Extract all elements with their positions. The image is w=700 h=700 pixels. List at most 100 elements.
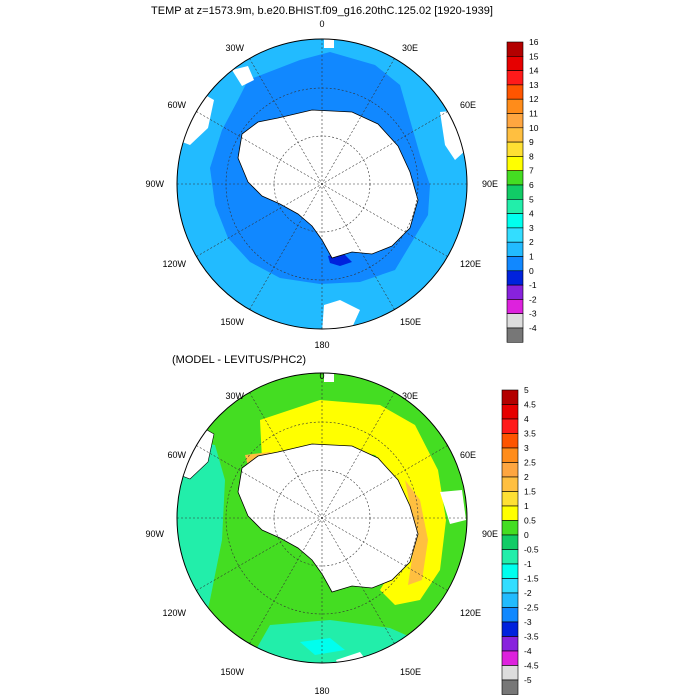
panel2-colorbar-label-5: 2.5 [524, 458, 536, 468]
p2-lon-120E: 120E [460, 608, 481, 618]
panel-2-antarctica [237, 443, 419, 593]
panel-2-map [177, 373, 467, 663]
panel2-colorbar-box-14 [501, 592, 519, 608]
panel2-colorbar-box-11 [501, 549, 519, 565]
p1-lon-150E: 150E [400, 317, 421, 327]
panel-1-no-data-upper-left [232, 66, 254, 86]
panel1-colorbar-box-1 [506, 55, 524, 71]
panel1-colorbar-label-3: 13 [529, 80, 539, 90]
panel1-colorbar-label-10: 6 [529, 180, 534, 190]
panel1-colorbar-label-11: 5 [529, 194, 534, 204]
panel2-colorbar-box-7 [501, 491, 519, 507]
panel1-colorbar-box-14 [506, 241, 524, 257]
panel2-colorbar-box-2 [501, 418, 519, 434]
panel1-colorbar-box-7 [506, 141, 524, 157]
panel1-colorbar-box-15 [506, 256, 524, 272]
panel2-colorbar-box-12 [501, 563, 519, 579]
p2-lon-150W: 150W [220, 667, 244, 677]
panel2-colorbar-box-15 [501, 607, 519, 623]
p1-lon-60E: 60E [460, 100, 476, 110]
panel1-colorbar-box-13 [506, 227, 524, 243]
panel2-colorbar-label-7: 1.5 [524, 487, 536, 497]
panel-2-map-border [176, 372, 468, 664]
panel-2-graticule [177, 373, 467, 663]
panel1-colorbar-label-4: 12 [529, 94, 539, 104]
panel2-colorbar-label-3: 3.5 [524, 429, 536, 439]
panel2-colorbar-label-8: 1 [524, 501, 529, 511]
panel2-colorbar-box-1 [501, 404, 519, 420]
p1-lon-60W: 60W [167, 100, 186, 110]
panel2-colorbar-label-14: -2 [524, 588, 532, 598]
p1-lon-120E: 120E [460, 259, 481, 269]
p2-lon-90W: 90W [145, 529, 164, 539]
p1-lon-150W: 150W [220, 317, 244, 327]
panel2-colorbar-box-17 [501, 636, 519, 652]
panel1-colorbar-box-9 [506, 170, 524, 186]
panel2-colorbar-label-0: 5 [524, 385, 529, 395]
p1-lon-180: 180 [314, 340, 329, 350]
panel1-colorbar-label-12: 4 [529, 209, 534, 219]
panel-1-no-data-bottom [322, 300, 360, 329]
panel-2-no-data-top [324, 373, 334, 382]
panel-1-map [177, 39, 467, 329]
p2-lon-30W: 30W [225, 391, 244, 401]
panel2-colorbar-box-5 [501, 462, 519, 478]
panel1-colorbar-box-6 [506, 127, 524, 143]
panel-2-cooler-patch [300, 638, 345, 655]
p2-lon-60W: 60W [167, 450, 186, 460]
p1-lon-120W: 120W [162, 259, 186, 269]
panel-2-title: (MODEL - LEVITUS/PHC2) [172, 354, 306, 366]
panel1-colorbar-label-2: 14 [529, 66, 539, 76]
panel-1-title: TEMP at z=1573.9m, b.e20.BHIST.f09_g16.2… [151, 5, 493, 17]
panel2-colorbar-box-13 [501, 578, 519, 594]
panel2-colorbar-box-18 [501, 650, 519, 666]
panel2-colorbar-label-2: 4 [524, 414, 529, 424]
panel2-colorbar-label-18: -4 [524, 646, 532, 656]
panel-2: (MODEL - LEVITUS/PHC2) [145, 354, 538, 696]
panel-1: TEMP at z=1573.9m, b.e20.BHIST.f09_g16.2… [145, 5, 538, 350]
p2-lon-60E: 60E [460, 450, 476, 460]
panel2-colorbar-label-10: 0 [524, 530, 529, 540]
panel2-colorbar-box-16 [501, 621, 519, 637]
p1-lon-90E: 90E [482, 179, 498, 189]
panel1-colorbar-box-11 [506, 199, 524, 214]
panel2-colorbar-label-20: -5 [524, 675, 532, 685]
p1-lon-30W: 30W [225, 43, 244, 53]
panel2-colorbar-label-1: 4.5 [524, 400, 536, 410]
panel-1-antarctica [237, 109, 419, 259]
panel-1-graticule [177, 39, 467, 329]
panel2-colorbar-box-20 [501, 679, 519, 695]
panel1-colorbar-label-20: -4 [529, 323, 537, 333]
panel1-colorbar-label-17: -1 [529, 280, 537, 290]
panel1-colorbar-label-6: 10 [529, 123, 539, 133]
panel2-colorbar-box-19 [501, 665, 519, 681]
panel1-colorbar-label-18: -2 [529, 294, 537, 304]
p2-lon-180: 180 [314, 686, 329, 696]
panel2-colorbar-box-9 [501, 520, 519, 536]
panel2-colorbar-label-19: -4.5 [524, 661, 539, 671]
panel1-colorbar-label-15: 1 [529, 252, 534, 262]
panel1-colorbar-box-3 [506, 84, 524, 100]
panel-2-colorbar: 5 4.5 4 3.5 3 2.5 2 1.5 1 0.5 0 -0.5 -1 -1.5 -2 -2.5 -3 -… [501, 385, 539, 695]
panel2-colorbar-box-6 [501, 476, 519, 492]
panel-2-longitude-labels: 0 30E 60E 90E 120E 150E 180 150W 120W 90… [145, 371, 498, 696]
panel1-colorbar-label-16: 0 [529, 266, 534, 276]
panel1-colorbar-box-19 [506, 313, 524, 329]
p2-lon-150E: 150E [400, 667, 421, 677]
panel2-colorbar-box-10 [501, 534, 519, 550]
panel1-colorbar-label-1: 15 [529, 51, 539, 61]
panel2-colorbar-label-9: 0.5 [524, 516, 536, 526]
panel2-colorbar-box-8 [501, 505, 519, 521]
panel1-colorbar-box-4 [506, 98, 524, 114]
p2-lon-30E: 30E [402, 391, 418, 401]
panel2-colorbar-label-16: -3 [524, 617, 532, 627]
panel2-colorbar-label-4: 3 [524, 443, 529, 453]
panel2-colorbar-label-12: -1 [524, 559, 532, 569]
panel1-colorbar-label-8: 8 [529, 151, 534, 161]
p2-lon-90E: 90E [482, 529, 498, 539]
p2-lon-0: 0 [319, 371, 324, 381]
panel-1-no-data-top [324, 39, 334, 48]
panel2-colorbar-label-13: -1.5 [524, 574, 539, 584]
panel1-colorbar-box-20 [506, 327, 524, 343]
